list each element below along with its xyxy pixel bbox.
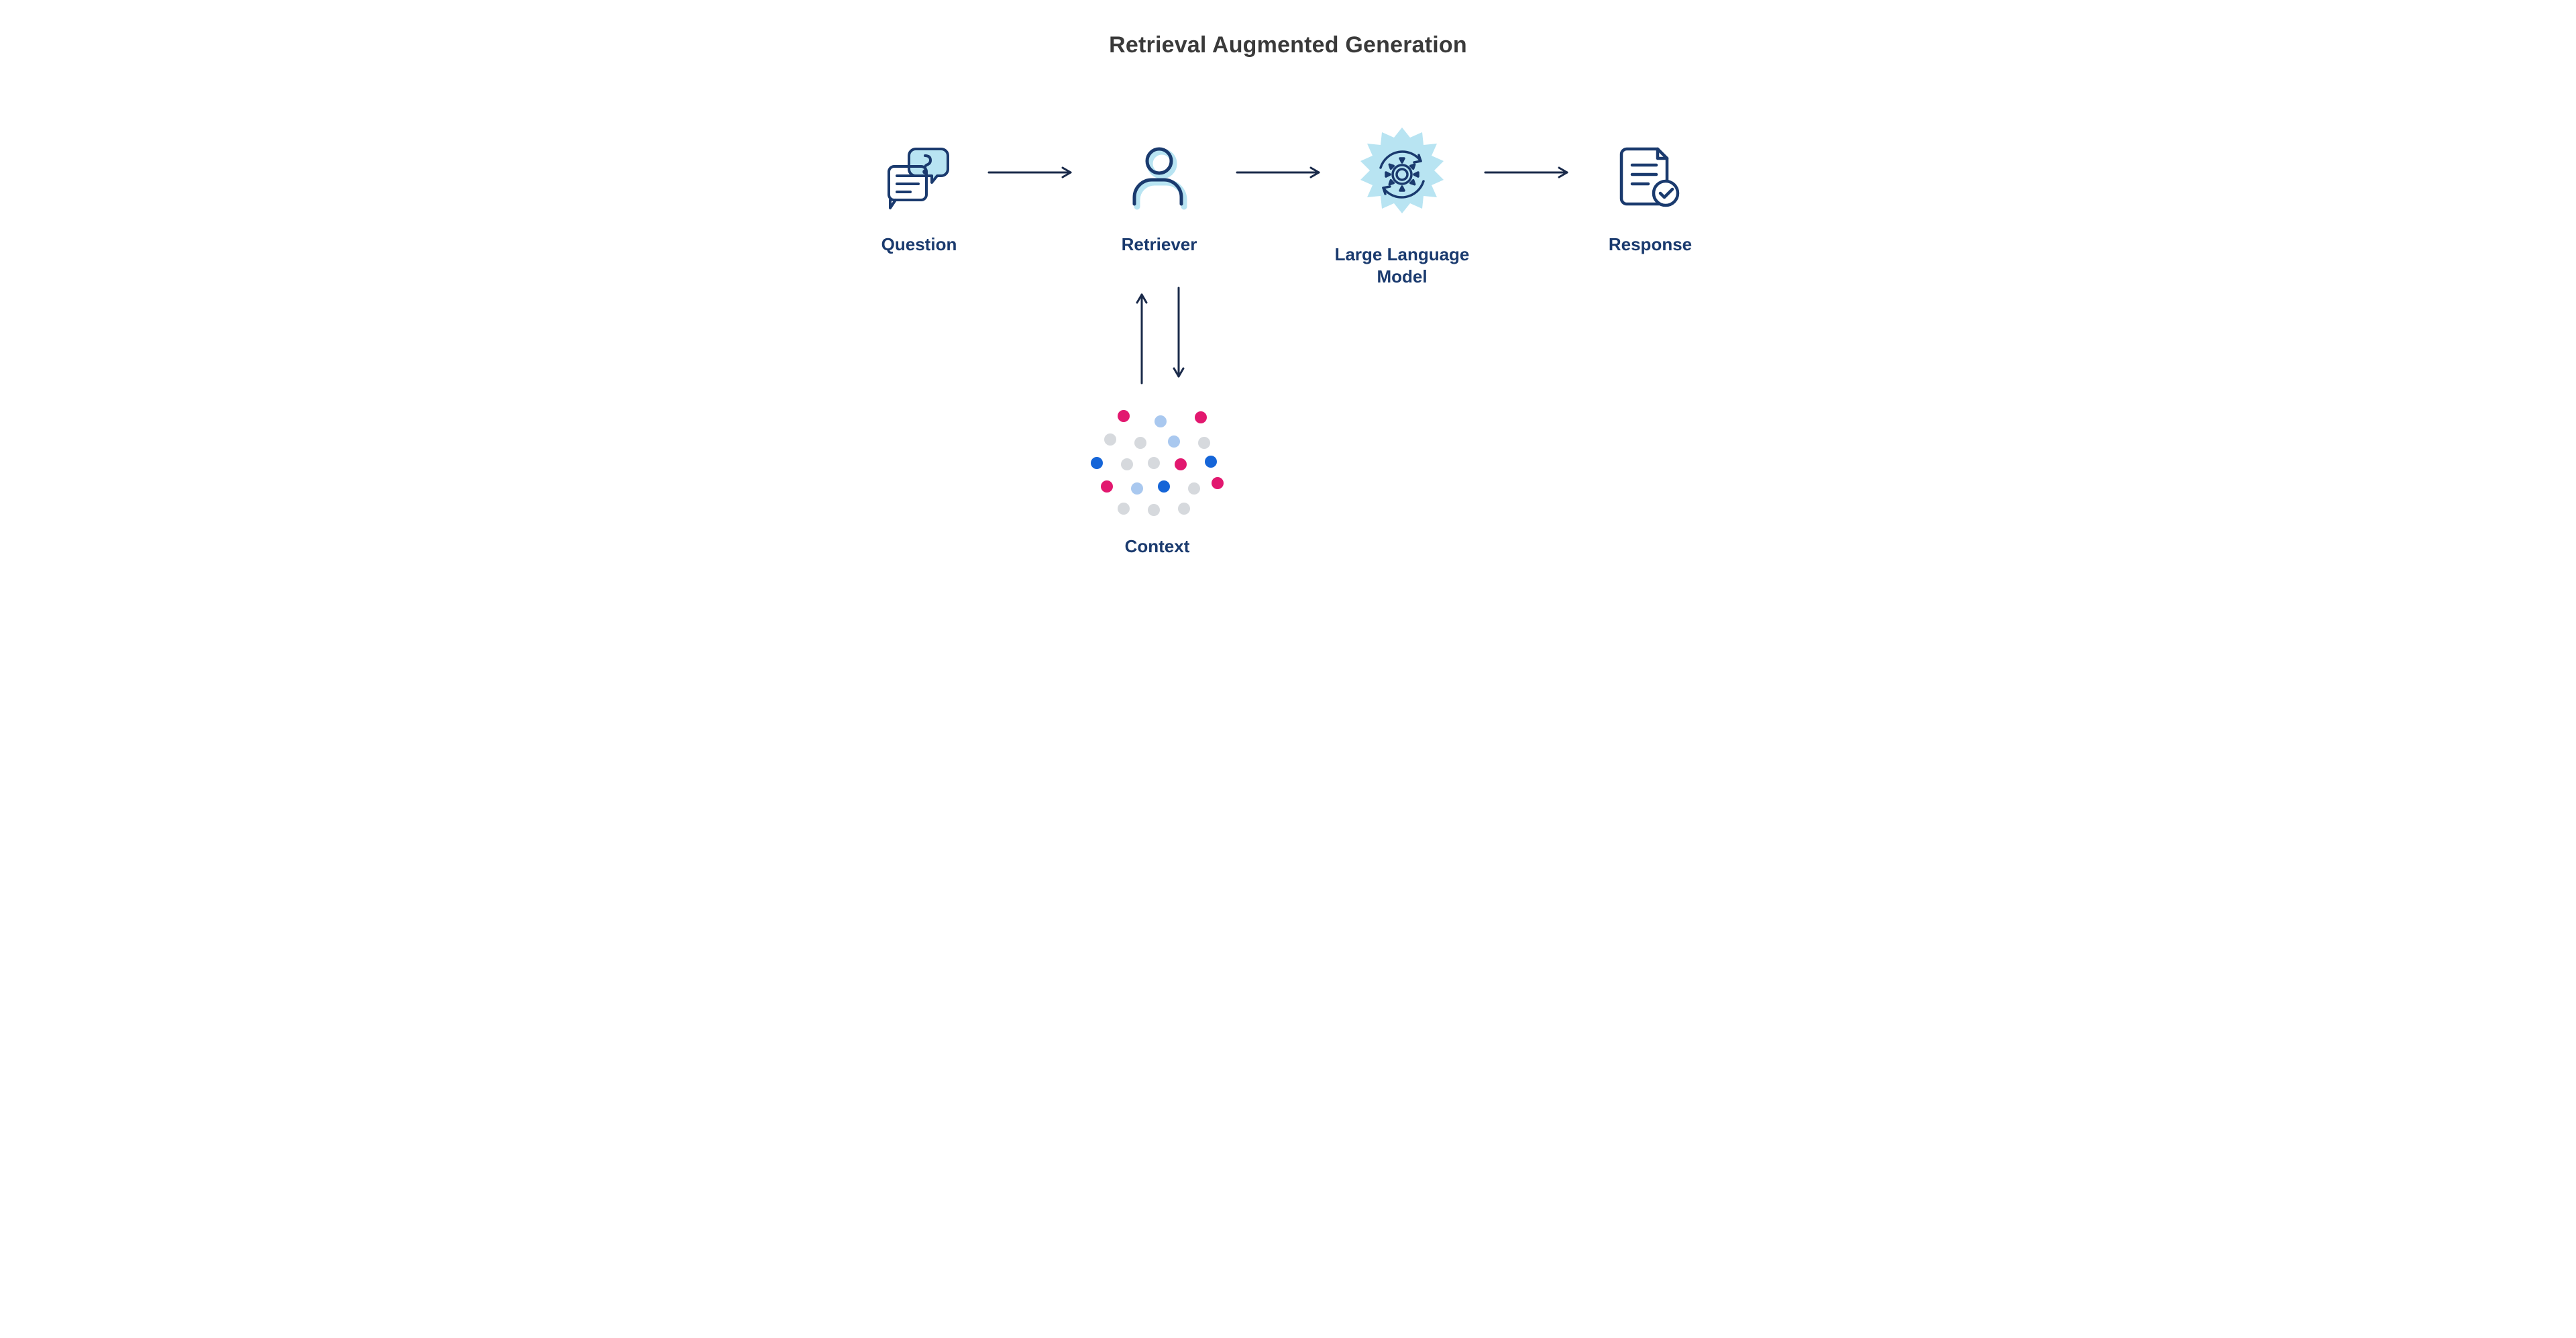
retriever-icon	[1116, 134, 1203, 221]
arrow-llm-response	[1483, 164, 1576, 181]
node-response: Response	[1590, 134, 1711, 256]
node-question-label: Question	[859, 234, 979, 256]
node-retriever: Retriever	[1099, 134, 1220, 256]
node-response-label: Response	[1590, 234, 1711, 256]
node-llm: Large Language Model	[1328, 117, 1476, 287]
context-icon	[1087, 403, 1228, 523]
question-icon	[875, 134, 963, 221]
node-context: Context	[1083, 403, 1231, 558]
diagram-canvas: Retrieval Augmented Generation Questi	[785, 0, 1791, 658]
arrow-context-up	[1134, 285, 1150, 386]
response-icon	[1607, 134, 1694, 221]
arrow-retriever-down	[1171, 285, 1187, 386]
node-question: Question	[859, 134, 979, 256]
arrow-retriever-llm	[1234, 164, 1328, 181]
arrow-question-retriever	[986, 164, 1080, 181]
node-llm-label: Large Language Model	[1328, 244, 1476, 287]
llm-icon	[1345, 117, 1459, 231]
diagram-title: Retrieval Augmented Generation	[785, 32, 1791, 58]
node-context-label: Context	[1083, 535, 1231, 558]
node-retriever-label: Retriever	[1099, 234, 1220, 256]
